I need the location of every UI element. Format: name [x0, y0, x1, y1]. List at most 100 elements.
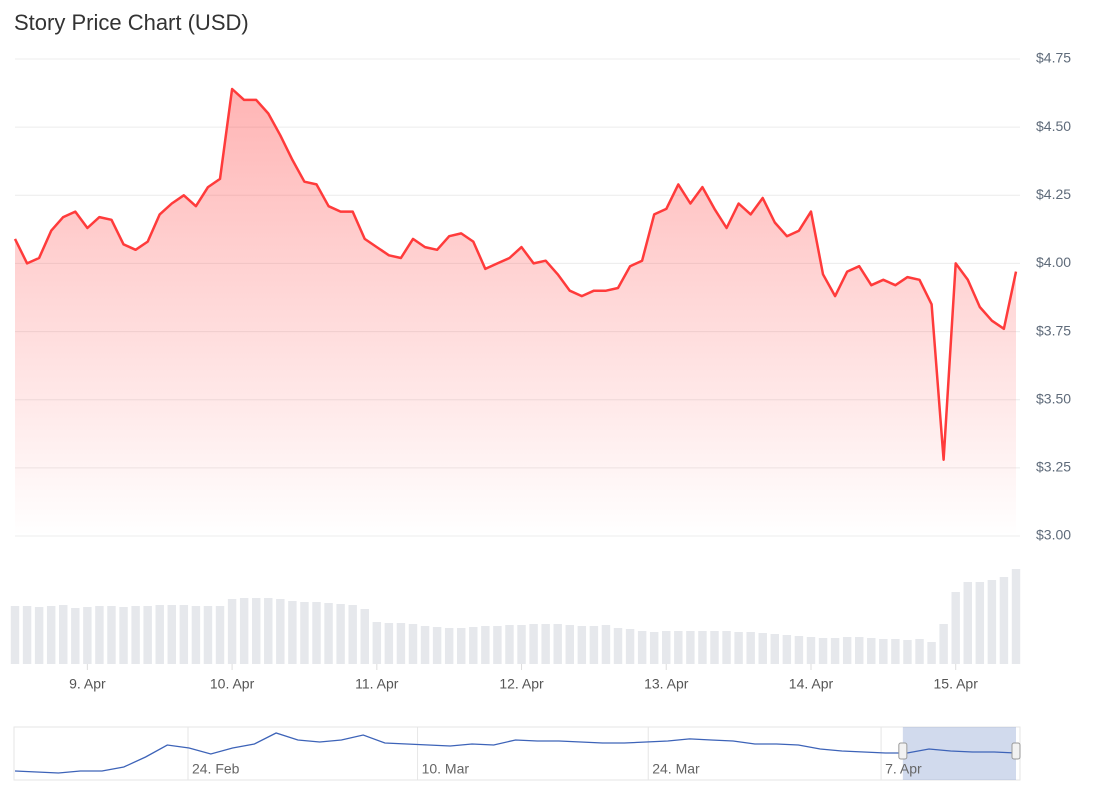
price-line — [13, 87, 1018, 461]
volume-bar — [119, 607, 128, 664]
volume-bar — [420, 626, 430, 664]
navigator-handle[interactable] — [1011, 742, 1021, 760]
volume-bar — [987, 580, 997, 664]
volume-bar — [143, 606, 152, 664]
navigator-tick-label: 7. Apr — [885, 761, 922, 777]
volume-bar — [601, 625, 611, 664]
y-tick-label: $4.00 — [1036, 254, 1071, 270]
volume-bar — [722, 631, 731, 664]
navigator-handle[interactable] — [898, 742, 908, 760]
volume-bar — [288, 601, 297, 664]
volume-bar — [879, 639, 888, 664]
x-tick-label: 9. Apr — [69, 676, 106, 692]
navigator-frame — [13, 726, 1021, 781]
volume-bar — [324, 603, 333, 664]
volume-bar — [469, 627, 478, 664]
volume-bar — [408, 624, 418, 664]
volume-bar — [806, 637, 816, 664]
volume-bar — [34, 607, 44, 664]
volume-bar — [529, 624, 538, 664]
volume-bar — [903, 640, 912, 664]
volume-bar — [384, 623, 394, 664]
volume-bar — [637, 631, 647, 664]
volume-bar — [396, 623, 406, 664]
volume-bar — [131, 606, 140, 664]
volume-bar — [312, 602, 321, 664]
navigator-tick-label: 10. Mar — [422, 761, 470, 777]
volume-bar — [794, 636, 804, 664]
volume-bar — [71, 608, 80, 664]
volume-bar — [191, 606, 201, 664]
volume-bar — [432, 627, 442, 664]
volume-bar — [348, 605, 357, 664]
volume-bar — [758, 633, 767, 664]
volume-bar — [505, 625, 514, 664]
navigator-tick-label: 24. Mar — [652, 761, 700, 777]
y-tick-label: $3.50 — [1036, 390, 1071, 406]
volume-bar — [276, 599, 285, 664]
volume-bar — [553, 624, 562, 664]
volume-bar — [746, 632, 755, 664]
volume-bar — [782, 635, 792, 664]
volume-bar — [444, 628, 454, 664]
volume-bar — [179, 605, 189, 664]
chart-title: Story Price Chart (USD) — [14, 10, 249, 35]
y-tick-label: $4.25 — [1036, 186, 1071, 202]
volume-bar — [867, 638, 876, 664]
volume-bar — [734, 632, 743, 664]
navigator-line — [14, 732, 1017, 774]
volume-bar — [541, 624, 550, 664]
volume-bar — [891, 639, 900, 664]
volume-bar — [239, 598, 249, 664]
volume-bar — [770, 634, 780, 664]
volume-bar — [939, 624, 948, 664]
x-tick-label: 11. Apr — [355, 676, 399, 692]
volume-bar — [649, 632, 659, 664]
volume-bar — [251, 598, 261, 664]
volume-bar — [951, 592, 960, 664]
volume-bar — [167, 605, 177, 664]
y-tick-label: $4.50 — [1036, 118, 1071, 134]
volume-bar — [59, 605, 68, 664]
volume-bar — [662, 631, 671, 664]
volume-bar — [22, 606, 32, 664]
volume-bar — [493, 626, 502, 664]
volume-bar — [686, 631, 695, 664]
y-tick-label: $4.75 — [1036, 50, 1071, 66]
volume-bar — [975, 582, 985, 664]
volume-bar — [915, 639, 924, 664]
volume-bar — [215, 606, 225, 664]
volume-bar — [710, 631, 719, 664]
volume-bar — [854, 637, 864, 664]
y-tick-label: $3.00 — [1036, 527, 1071, 543]
volume-bar — [818, 638, 828, 664]
volume-bar — [625, 629, 635, 664]
volume-bar — [457, 628, 466, 664]
volume-bar — [83, 607, 92, 664]
volume-bar — [842, 637, 852, 664]
x-tick-label: 13. Apr — [644, 676, 689, 692]
volume-bar — [360, 609, 369, 664]
navigator-tick-label: 24. Feb — [192, 761, 240, 777]
volume-bar — [155, 605, 164, 664]
volume-bar — [999, 577, 1009, 664]
volume-bar — [372, 622, 382, 664]
volume-bar — [336, 604, 345, 664]
volume-bar — [577, 626, 587, 664]
volume-bar — [927, 642, 936, 664]
volume-bar — [674, 631, 683, 664]
volume-bar — [1011, 569, 1021, 664]
volume-bar — [481, 626, 490, 664]
y-tick-label: $3.25 — [1036, 459, 1071, 475]
volume-bar — [517, 625, 526, 664]
y-tick-label: $3.75 — [1036, 322, 1071, 338]
x-tick-label: 12. Apr — [499, 676, 544, 692]
volume-bar — [107, 606, 116, 664]
volume-bar — [565, 625, 574, 664]
volume-bar — [10, 606, 20, 664]
volume-bar — [589, 626, 599, 664]
x-tick-label: 10. Apr — [210, 676, 255, 692]
navigator-selection — [902, 727, 1016, 780]
